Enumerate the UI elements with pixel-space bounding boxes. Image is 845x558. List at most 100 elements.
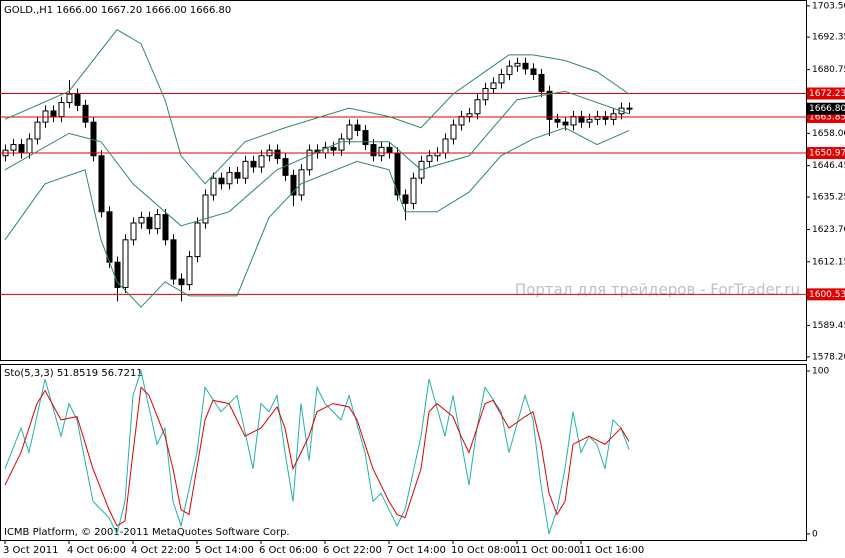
- candle-body: [50, 110, 57, 118]
- x-tick-label: 4 Oct 06:00: [67, 545, 126, 556]
- candle-body: [426, 155, 433, 162]
- level-label: 1672.23: [809, 89, 845, 99]
- candle-body: [458, 116, 465, 126]
- level-label: 1663.85: [809, 112, 845, 122]
- candle-body: [370, 144, 377, 157]
- candle-body: [410, 177, 417, 204]
- candle-body: [162, 214, 169, 241]
- indicator-line: [4, 127, 630, 308]
- price-frame: [0, 0, 807, 361]
- y-tick-label: 1635.25: [812, 193, 845, 203]
- candle-body: [274, 149, 281, 160]
- y-tick-label: 1658.00: [812, 129, 845, 139]
- candle-body: [530, 68, 537, 76]
- candle-body: [34, 121, 41, 140]
- candle-body: [130, 222, 137, 241]
- candle-body: [106, 211, 113, 263]
- y-tick-label: 1703.50: [812, 1, 845, 11]
- x-tick-label: 3 Oct 2011: [3, 545, 58, 556]
- candle-body: [362, 130, 369, 146]
- x-tick-label: 6 Oct 22:00: [323, 545, 382, 556]
- y-tick-label: 1646.45: [812, 161, 845, 171]
- candle-body: [194, 222, 201, 258]
- y-tick-label: 0: [812, 529, 818, 539]
- level-label-bg: [807, 288, 845, 301]
- y-tick-label: 1578.20: [812, 352, 845, 362]
- candle-body: [170, 239, 177, 280]
- level-label: 1650.97: [809, 149, 845, 159]
- candle-body: [378, 146, 385, 157]
- candle-body: [242, 160, 249, 179]
- stoch-frame: [0, 364, 807, 541]
- x-tick-label: 6 Oct 06:00: [259, 545, 318, 556]
- x-tick-label: 10 Oct 08:00: [451, 545, 516, 556]
- candle-body: [346, 124, 353, 140]
- candle-body: [218, 177, 225, 185]
- candle-body: [186, 256, 193, 286]
- indicator-line: [4, 29, 630, 185]
- y-tick-label: 1612.15: [812, 257, 845, 267]
- candle-body: [554, 118, 561, 123]
- indicator-line: [4, 386, 630, 527]
- candle-body: [490, 82, 497, 90]
- candle-body: [58, 102, 65, 118]
- current-price-label: 1666.80: [809, 104, 845, 114]
- level-label-bg: [807, 87, 845, 100]
- candle-body: [386, 146, 393, 154]
- x-tick-label: 4 Oct 22:00: [131, 545, 190, 556]
- candle-body: [74, 93, 81, 106]
- candle-body: [522, 62, 529, 70]
- level-label-bg: [807, 147, 845, 160]
- candle-body: [290, 174, 297, 196]
- candle-body: [442, 138, 449, 154]
- candle-body: [474, 99, 481, 115]
- candle-body: [10, 144, 17, 151]
- candle-body: [538, 74, 545, 92]
- candle-body: [514, 62, 521, 67]
- candle-body: [354, 124, 361, 132]
- indicator-line: [4, 90, 630, 227]
- candle-body: [482, 88, 489, 101]
- candle-body: [258, 155, 265, 168]
- candle-body: [226, 172, 233, 185]
- candle-body: [234, 172, 241, 179]
- candle-body: [66, 93, 73, 104]
- indicator-line: [4, 369, 630, 536]
- x-tick-label: 5 Oct 14:00: [195, 545, 254, 556]
- x-tick-label: 7 Oct 14:00: [387, 545, 446, 556]
- candle-body: [146, 216, 153, 230]
- candle-body: [450, 124, 457, 140]
- copyright: ICMB Platform, © 2001-2011 MetaQuotes So…: [4, 527, 290, 538]
- candle-body: [338, 138, 345, 151]
- candle-body: [466, 113, 473, 118]
- candle-body: [98, 155, 105, 213]
- watermark: Портал для трейдеров - ForTrader.ru: [515, 281, 800, 299]
- y-tick-label: 1623.70: [812, 225, 845, 235]
- stoch-header: Sto(5,3,3) 51.8519 56.7211: [4, 368, 143, 379]
- x-tick-label: 11 Oct 00:00: [515, 545, 580, 556]
- level-label: 1600.53: [809, 290, 845, 300]
- x-tick-label: 11 Oct 16:00: [579, 545, 644, 556]
- candle-body: [122, 239, 129, 288]
- price-header: GOLD.,H1 1666.00 1667.20 1666.00 1666.80: [4, 5, 231, 16]
- candle-body: [210, 177, 217, 196]
- candle-body: [178, 278, 185, 286]
- y-tick-label: 100: [812, 367, 829, 377]
- candle-body: [506, 65, 513, 76]
- candle-body: [250, 160, 257, 168]
- candle-body: [546, 90, 553, 120]
- candle-body: [626, 107, 633, 110]
- candle-body: [114, 261, 121, 288]
- candle-body: [562, 121, 569, 126]
- candle-body: [202, 194, 209, 224]
- candle-body: [402, 194, 409, 204]
- candle-body: [26, 138, 33, 154]
- y-tick-label: 1589.45: [812, 321, 845, 331]
- current-price-bg: [807, 102, 845, 115]
- candle-body: [586, 118, 593, 123]
- y-tick-label: 1692.35: [812, 33, 845, 43]
- candle-body: [570, 116, 577, 126]
- candle-body: [82, 104, 89, 123]
- candle-body: [498, 74, 505, 84]
